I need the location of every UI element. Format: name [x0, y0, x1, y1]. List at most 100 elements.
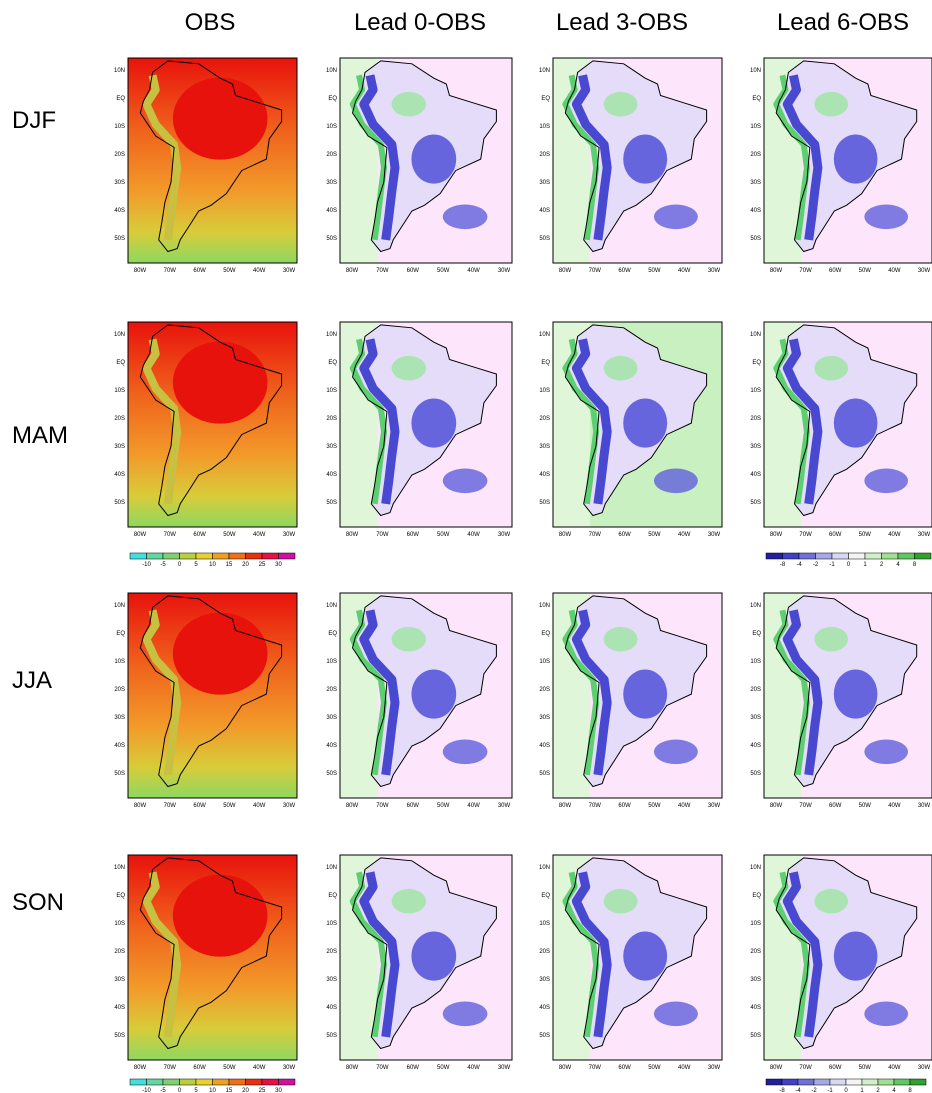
lat-label: 10S: [114, 388, 125, 394]
lon-label: 30W: [918, 1065, 931, 1071]
coastline: [351, 857, 497, 1050]
neg-anomaly: [442, 204, 488, 230]
lat-label: 30S: [114, 715, 125, 721]
lat-label: 20S: [114, 152, 125, 158]
colorbar-label: -8: [779, 1088, 785, 1093]
colorbar-box: [797, 1078, 815, 1086]
lon-label: 40W: [467, 1065, 480, 1071]
colorbar-box: [845, 1078, 863, 1086]
lon-label: 50W: [648, 532, 661, 538]
colorbar-box: [162, 1078, 180, 1086]
lon-label: 40W: [253, 268, 266, 274]
andes-band: [142, 871, 182, 1038]
lon-label: 50W: [648, 1065, 661, 1071]
map-fill: [764, 593, 932, 798]
coastline: [139, 857, 283, 1050]
lat-label: 20S: [326, 416, 337, 422]
lat-label: 10N: [114, 865, 125, 871]
panel-frame: [339, 854, 513, 1061]
colorbar-label: 30: [275, 1088, 282, 1093]
map-fill: [128, 58, 297, 263]
lat-label: 30S: [539, 444, 550, 450]
lon-label: 30W: [283, 532, 296, 538]
neg-anomaly: [864, 204, 909, 230]
lon-label: 30W: [918, 532, 931, 538]
lat-label: 10N: [539, 603, 550, 609]
lat-label: 20S: [326, 949, 337, 955]
neg-anomaly: [833, 669, 878, 719]
lat-label: 10N: [114, 68, 125, 74]
lon-label: 60W: [829, 1065, 842, 1071]
colorbar-label: 5: [194, 1088, 198, 1093]
panel-frame: [763, 57, 932, 264]
lat-label: EQ: [752, 893, 761, 899]
colorbar-label: 1: [863, 562, 867, 568]
map-fill: [553, 593, 722, 798]
map-panel: 10N EQ 10S 20S 30S 40S 50S 80W 70W 60W 50W 40W 30W: [326, 854, 513, 1071]
lat-label: 40S: [539, 743, 550, 749]
colorbar-box: [278, 1078, 296, 1086]
lat-label: 40S: [326, 208, 337, 214]
lat-label: 30S: [326, 180, 337, 186]
panel-frame: [127, 57, 298, 264]
colorbar-box: [146, 1078, 164, 1086]
coastline: [139, 60, 283, 253]
lon-label: 40W: [467, 268, 480, 274]
lat-label: 10N: [750, 332, 761, 338]
lat-label: 10N: [326, 332, 337, 338]
lon-label: 80W: [770, 532, 783, 538]
colorbar-box: [146, 552, 164, 560]
lon-label: 70W: [164, 803, 177, 809]
andes-band: [142, 338, 182, 505]
row-label: JJA: [12, 667, 52, 694]
lon-label: 70W: [799, 1065, 812, 1071]
panel-frame: [339, 321, 513, 528]
lat-label: 50S: [326, 500, 337, 506]
pos-anomaly: [603, 626, 638, 652]
lon-label: 70W: [376, 1065, 389, 1071]
lon-label: 70W: [376, 532, 389, 538]
colorbar-label: 5: [194, 562, 198, 568]
map-panel: 10N EQ 10S 20S 30S 40S 50S 80W 70W 60W 50W 40W 30W: [114, 592, 298, 809]
lat-label: 20S: [750, 687, 761, 693]
colorbar-label: 8: [913, 562, 917, 568]
andes-band: [142, 609, 182, 776]
lat-label: 40S: [750, 472, 761, 478]
lat-label: 40S: [750, 743, 761, 749]
neg-anomaly: [623, 134, 668, 184]
lon-label: 50W: [437, 268, 450, 274]
pos-anomaly: [603, 91, 638, 117]
andes-blue: [571, 871, 612, 1038]
map-fill: [340, 58, 512, 263]
lon-label: 60W: [407, 268, 420, 274]
colorbar-label: 2: [880, 562, 884, 568]
colorbar-box: [909, 1078, 927, 1086]
lat-label: 10S: [539, 659, 550, 665]
lat-label: 30S: [326, 444, 337, 450]
lat-label: 50S: [539, 771, 550, 777]
colorbar-box: [781, 1078, 799, 1086]
neg-anomaly: [833, 134, 878, 184]
colorbar-label: -2: [813, 562, 819, 568]
lat-label: 40S: [750, 1005, 761, 1011]
lon-label: 50W: [223, 268, 236, 274]
neg-anomaly: [833, 398, 878, 448]
lon-label: 30W: [708, 803, 721, 809]
lat-label: 10N: [326, 865, 337, 871]
map-fill: [553, 58, 722, 263]
pos-anomaly: [814, 91, 848, 117]
colorbar-label: -1: [827, 1088, 833, 1093]
pos-anomaly: [814, 626, 848, 652]
panel-frame: [763, 854, 932, 1061]
lat-label: EQ: [752, 96, 761, 102]
lon-label: 40W: [888, 803, 901, 809]
map-fill: [553, 322, 722, 527]
lon-label: 30W: [498, 1065, 511, 1071]
lon-label: 60W: [193, 268, 206, 274]
lat-label: 40S: [114, 743, 125, 749]
neg-anomaly: [411, 134, 457, 184]
andes-blue: [571, 74, 612, 241]
colorbar-label: -10: [142, 1088, 151, 1093]
lon-label: 50W: [648, 803, 661, 809]
map-panel: 10N EQ 10S 20S 30S 40S 50S 80W 70W 60W 50W 40W 30W: [326, 592, 513, 809]
